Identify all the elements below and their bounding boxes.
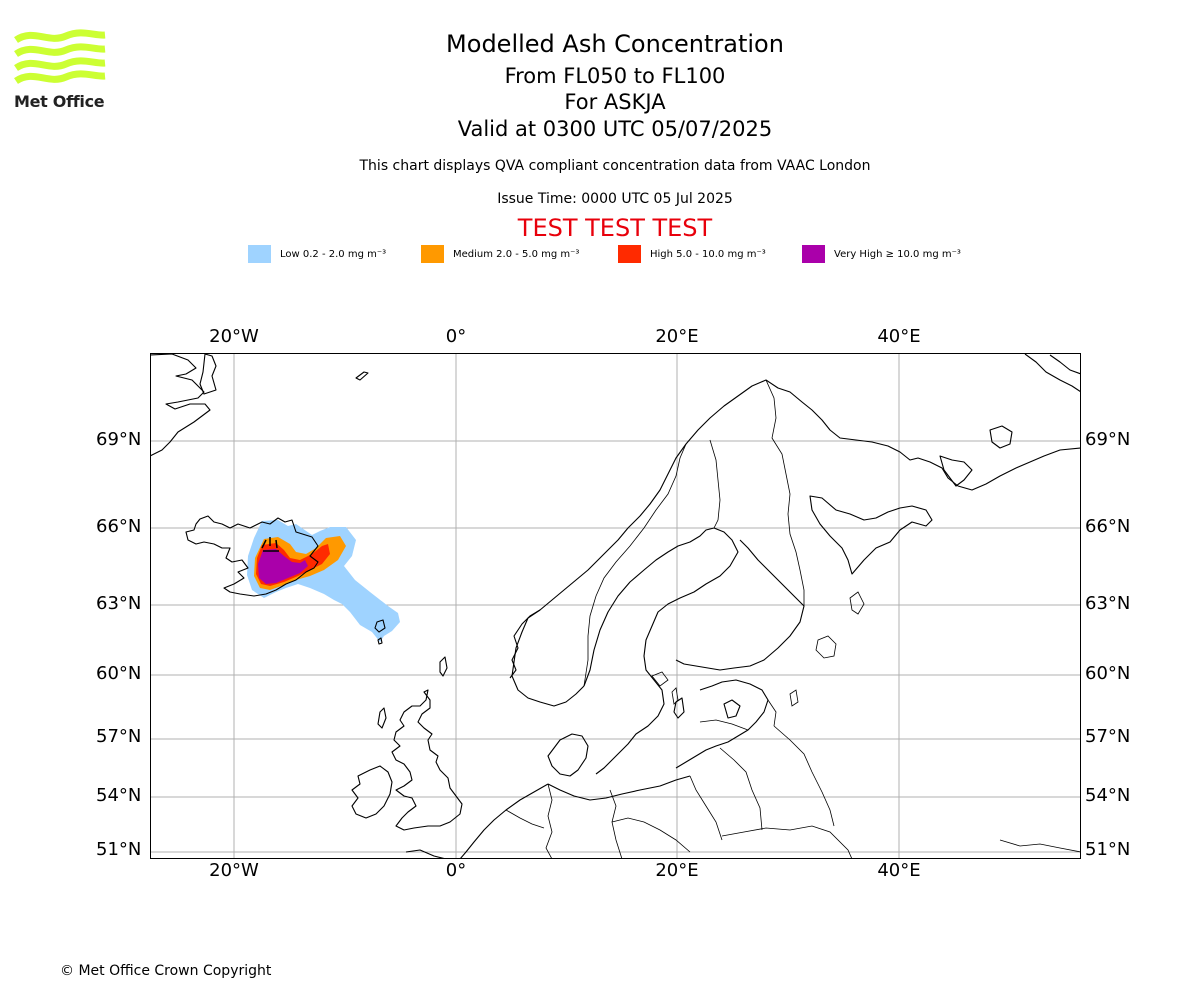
border-germany-west [545, 783, 553, 858]
lon-label-bottom-20w: 20°W [209, 860, 259, 881]
met-office-logo-text: Met Office [14, 92, 105, 111]
lat-label-right-54n: 54°N [1085, 785, 1131, 806]
lat-label-right-51n: 51°N [1085, 839, 1131, 860]
lake-vattern [671, 687, 679, 705]
lon-label-bottom-40e: 40°E [877, 860, 921, 881]
lat-label-right-63n: 63°N [1085, 593, 1131, 614]
lake-ladoga [815, 635, 837, 659]
ash-cloud [247, 520, 400, 642]
coast-finland [675, 539, 805, 671]
ash-map [150, 353, 1081, 859]
coast-iceland [185, 515, 319, 597]
lakes [651, 591, 865, 707]
coast-gulf-riga [723, 699, 741, 719]
legend-item-medium: Medium 2.0 - 5.0 mg m⁻³ [421, 244, 579, 264]
askja-volcano-marker [261, 537, 279, 552]
qva-note: This chart displays QVA compliant concen… [359, 158, 871, 174]
legend-swatch-high [618, 245, 641, 263]
coast-faroes [374, 619, 386, 633]
coast-greenland-east [199, 354, 217, 395]
lat-label-left-60n: 60°N [96, 663, 142, 684]
legend-swatch-medium [421, 245, 444, 263]
volcano-name: For ASKJA [564, 90, 666, 114]
coast-gotland [673, 697, 685, 719]
legend-item-very-high: Very High ≥ 10.0 mg m⁻³ [802, 244, 961, 264]
border-russia-kazakh [999, 839, 1080, 853]
border-russia-belarus [773, 725, 835, 827]
border-poland-belarus [689, 775, 723, 841]
legend-label-medium: Medium 2.0 - 5.0 mg m⁻³ [453, 248, 580, 260]
lat-label-right-66n: 66°N [1085, 516, 1131, 537]
lake-vanern [651, 671, 669, 687]
coast-france-north [405, 849, 445, 858]
legend-swatch-very-high [802, 245, 825, 263]
lat-label-left-57n: 57°N [96, 726, 142, 747]
border-netherlands-belgium [505, 809, 545, 829]
coast-germany-north [547, 775, 691, 801]
coast-baltic-states [675, 679, 769, 769]
lon-label-top-20w: 20°W [209, 326, 259, 347]
coastlines [151, 354, 1080, 858]
coast-faroes-small [377, 637, 383, 645]
lat-label-right-69n: 69°N [1085, 429, 1131, 450]
coast-britain [391, 689, 463, 831]
coast-novaya-zemlya-2 [1049, 354, 1080, 375]
coast-low-countries [460, 783, 549, 858]
lat-label-right-57n: 57°N [1085, 726, 1131, 747]
lat-label-left-51n: 51°N [96, 839, 142, 860]
lon-label-top-40e: 40°E [877, 326, 921, 347]
flight-level-range: From FL050 to FL100 [504, 64, 726, 88]
coast-norway-fjords [511, 609, 585, 707]
coast-denmark [547, 733, 589, 777]
lon-label-top-20e: 20°E [655, 326, 699, 347]
coast-jan-mayen [355, 371, 369, 381]
coast-kola [939, 455, 973, 487]
lake-onega [849, 591, 865, 615]
coast-novaya-island [989, 425, 1013, 449]
coast-greenland [151, 354, 211, 457]
lon-label-bottom-0: 0° [445, 860, 467, 881]
legend-item-high: High 5.0 - 10.0 mg m⁻³ [618, 244, 766, 264]
legend-label-very-high: Very High ≥ 10.0 mg m⁻³ [834, 248, 961, 260]
coast-shetland [439, 656, 448, 677]
legend-label-high: High 5.0 - 10.0 mg m⁻³ [650, 248, 766, 260]
coast-ireland [351, 765, 393, 819]
issue-time: Issue Time: 0000 UTC 05 Jul 2025 [497, 191, 733, 207]
lake-peipus [789, 689, 799, 707]
coast-hebrides [377, 707, 387, 729]
border-finland-russia [765, 379, 805, 606]
lat-label-left-69n: 69°N [96, 429, 142, 450]
legend-swatch-low [248, 245, 271, 263]
borders [505, 379, 1080, 858]
test-banner: TEST TEST TEST [517, 214, 713, 242]
border-lithuania-belarus [719, 747, 763, 831]
coast-russia-north [809, 495, 933, 575]
lon-label-top-0: 0° [445, 326, 467, 347]
lat-label-right-60n: 60°N [1085, 663, 1131, 684]
lat-label-left-54n: 54°N [96, 785, 142, 806]
copyright: © Met Office Crown Copyright [60, 963, 272, 979]
graticule [151, 354, 1080, 858]
border-sweden-finland [709, 439, 721, 529]
border-latvia-lithuania [699, 719, 749, 731]
map-frame [150, 353, 1081, 859]
valid-time: Valid at 0300 UTC 05/07/2025 [457, 117, 773, 141]
lon-label-bottom-20e: 20°E [655, 860, 699, 881]
ash-very-high [258, 549, 308, 584]
coast-sweden-baltic [583, 527, 739, 775]
legend-label-low: Low 0.2 - 2.0 mg m⁻³ [280, 248, 387, 260]
lat-label-left-63n: 63°N [96, 593, 142, 614]
legend-item-low: Low 0.2 - 2.0 mg m⁻³ [248, 244, 386, 264]
border-czech [611, 817, 691, 853]
met-office-logo [14, 29, 106, 85]
border-russia-estonia [767, 699, 777, 727]
lat-label-left-66n: 66°N [96, 516, 142, 537]
coast-novaya-zemlya [1024, 354, 1080, 392]
chart-title: Modelled Ash Concentration [446, 30, 784, 58]
border-norway-sweden [583, 443, 687, 687]
border-belarus-ukraine [721, 825, 852, 858]
